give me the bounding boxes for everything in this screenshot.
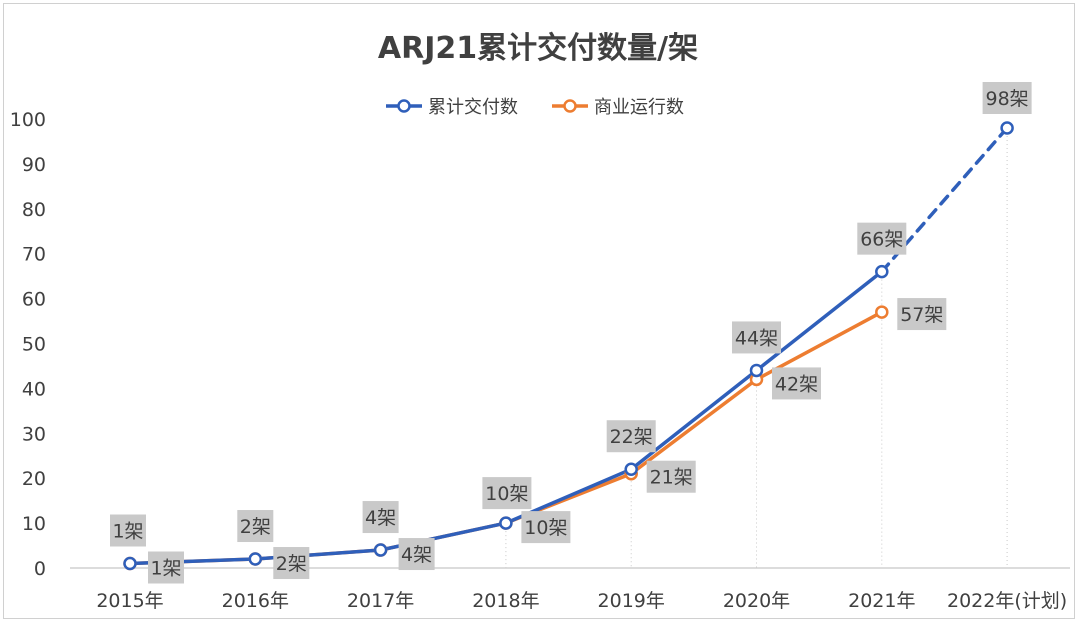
- y-axis-ticks: 0 10 20 30 40 50 60 70 80 90 100: [10, 109, 46, 580]
- x-tick-label: 2022年(计划): [947, 590, 1067, 612]
- data-point: [749, 363, 764, 378]
- data-label: 57架: [900, 304, 943, 326]
- y-tick-label: 100: [10, 109, 46, 131]
- series-lines: [128, 126, 1009, 566]
- chart-title: ARJ21累计交付数量/架: [378, 31, 698, 66]
- data-label-box: [398, 538, 435, 571]
- x-axis-ticks: 2015年 2016年 2017年 2018年 2019年 2020年 2021年 2022年…: [96, 590, 1067, 612]
- y-tick-label: 0: [34, 558, 46, 580]
- y-tick-label: 70: [22, 244, 46, 266]
- data-label: 4架: [401, 544, 432, 566]
- data-label-box: [237, 510, 274, 543]
- data-label-box: [110, 514, 146, 547]
- data-label: 44架: [735, 327, 778, 349]
- data-labels: 1架 2架 4架 10架 22架 44架 66架 98架 1架 2架 4架 10架 21架 42架 57架: [110, 82, 1032, 584]
- data-point: [1000, 121, 1014, 135]
- data-label: 10架: [485, 483, 528, 505]
- data-label: 1架: [112, 521, 143, 543]
- data-label-box: [772, 367, 821, 400]
- data-label: 10架: [524, 517, 567, 539]
- data-point: [875, 264, 889, 279]
- series-segment: [629, 368, 759, 471]
- y-tick-label: 50: [22, 334, 46, 356]
- data-label-box: [982, 82, 1032, 114]
- data-point: [248, 552, 263, 566]
- y-tick-label: 40: [22, 378, 46, 400]
- y-tick-label: 30: [22, 423, 46, 445]
- data-label: 4架: [365, 507, 396, 529]
- data-label-box: [482, 477, 532, 510]
- y-tick-label: 20: [22, 468, 46, 490]
- data-label: 22架: [610, 426, 653, 448]
- data-point: [624, 462, 638, 476]
- legend: 累计交付数 商业运行数: [386, 97, 684, 118]
- series-segment: [629, 377, 759, 476]
- data-label-box: [521, 511, 571, 544]
- data-label-box: [273, 547, 310, 580]
- data-label-box: [646, 460, 696, 493]
- data-label: 2架: [276, 553, 307, 575]
- data-label-box: [857, 222, 907, 255]
- data-label-box: [362, 501, 399, 534]
- y-tick-label: 90: [22, 154, 46, 176]
- drop-lines: [505, 127, 1008, 568]
- legend-marker: [563, 99, 577, 113]
- series-points: [123, 121, 1014, 571]
- x-tick-label: 2018年: [472, 590, 539, 612]
- x-tick-label: 2020年: [723, 590, 790, 612]
- x-tick-label: 2017年: [347, 590, 414, 612]
- data-point: [875, 305, 889, 319]
- data-label: 21架: [650, 467, 693, 489]
- data-label: 98架: [986, 88, 1029, 110]
- series-segment: [880, 126, 1009, 274]
- data-label: 2架: [240, 516, 271, 538]
- data-point: [499, 516, 513, 530]
- legend-label: 商业运行数: [594, 97, 684, 118]
- y-tick-label: 60: [22, 289, 46, 311]
- x-tick-label: 2016年: [222, 590, 289, 612]
- legend-label: 累计交付数: [428, 97, 518, 118]
- x-tick-label: 2015年: [96, 590, 163, 612]
- chart-frame: [3, 3, 1075, 619]
- data-point: [123, 556, 137, 571]
- legend-marker: [397, 99, 411, 113]
- y-tick-label: 80: [22, 199, 46, 221]
- x-tick-label: 2021年: [848, 590, 915, 612]
- data-label-box: [732, 321, 781, 354]
- data-point: [373, 543, 388, 557]
- data-label: 66架: [860, 229, 903, 251]
- x-tick-label: 2019年: [598, 590, 665, 612]
- series-segment: [754, 269, 884, 373]
- data-label: 1架: [150, 558, 181, 580]
- y-tick-label: 10: [22, 513, 46, 535]
- data-label-box: [897, 298, 947, 331]
- data-label: 42架: [775, 373, 818, 395]
- data-label-box: [606, 420, 656, 453]
- data-label-box: [148, 551, 184, 584]
